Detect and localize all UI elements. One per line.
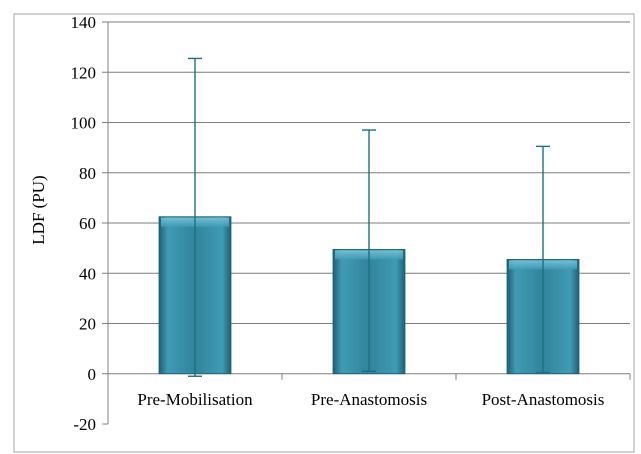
y-tick-label: 60 — [79, 214, 96, 233]
error-bars — [188, 57, 550, 377]
y-axis-title: LDF (PU) — [29, 175, 48, 244]
y-tick-labels: -20 0 20 40 60 80 100 120 140 — [71, 13, 97, 434]
y-tick-label: 20 — [79, 315, 96, 334]
x-category-labels: Pre-Mobilisation Pre-Anastomosis Post-Anas… — [137, 390, 604, 409]
plot-border — [13, 13, 635, 453]
x-category-label: Pre-Mobilisation — [137, 390, 253, 409]
y-tick-label: 120 — [71, 63, 97, 82]
x-category-label: Pre-Anastomosis — [311, 390, 427, 409]
y-tick-label: 80 — [79, 164, 96, 183]
y-tick-label: 100 — [71, 114, 97, 133]
y-tick-label: -20 — [73, 415, 96, 434]
y-tick-label: 140 — [71, 13, 97, 32]
x-category-label: Post-Anastomosis — [482, 390, 605, 409]
y-tick-label: 0 — [88, 365, 97, 384]
y-tick-label: 40 — [79, 264, 96, 283]
